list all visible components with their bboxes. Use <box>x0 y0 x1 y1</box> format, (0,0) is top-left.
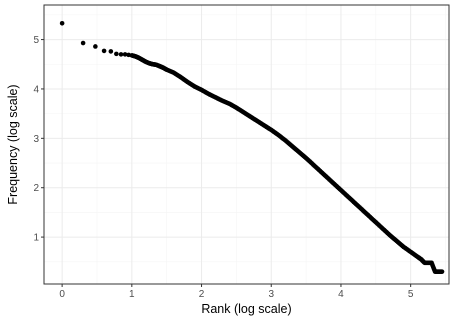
data-point <box>59 20 65 26</box>
x-tick-label: 4 <box>338 289 344 300</box>
data-point <box>101 48 107 54</box>
data-point <box>108 49 114 54</box>
y-tick-label: 2 <box>33 183 39 194</box>
x-axis-ticks: 0 1 2 3 4 5 <box>59 284 414 300</box>
data-point <box>93 44 98 49</box>
x-tick-label: 3 <box>268 289 274 300</box>
x-tick-label: 0 <box>59 289 65 300</box>
data-point <box>80 40 86 46</box>
major-grid <box>44 5 449 284</box>
data-point <box>118 52 124 57</box>
data-point <box>439 269 444 274</box>
data-points <box>59 20 445 274</box>
y-axis-ticks: 1 2 3 4 5 <box>33 35 44 244</box>
minor-grid <box>44 5 449 284</box>
data-point <box>122 52 128 57</box>
data-point <box>114 51 119 57</box>
y-tick-label: 3 <box>33 134 39 145</box>
y-axis-title: Frequency (log scale) <box>6 84 20 204</box>
y-tick-label: 4 <box>33 84 39 95</box>
y-tick-label: 5 <box>33 35 39 46</box>
y-tick-label: 1 <box>33 233 39 244</box>
x-axis-title: Rank (log scale) <box>201 302 291 316</box>
x-tick-label: 5 <box>408 289 414 300</box>
plot-panel-border <box>43 4 450 285</box>
x-tick-label: 1 <box>129 289 135 300</box>
x-tick-label: 2 <box>199 289 205 300</box>
